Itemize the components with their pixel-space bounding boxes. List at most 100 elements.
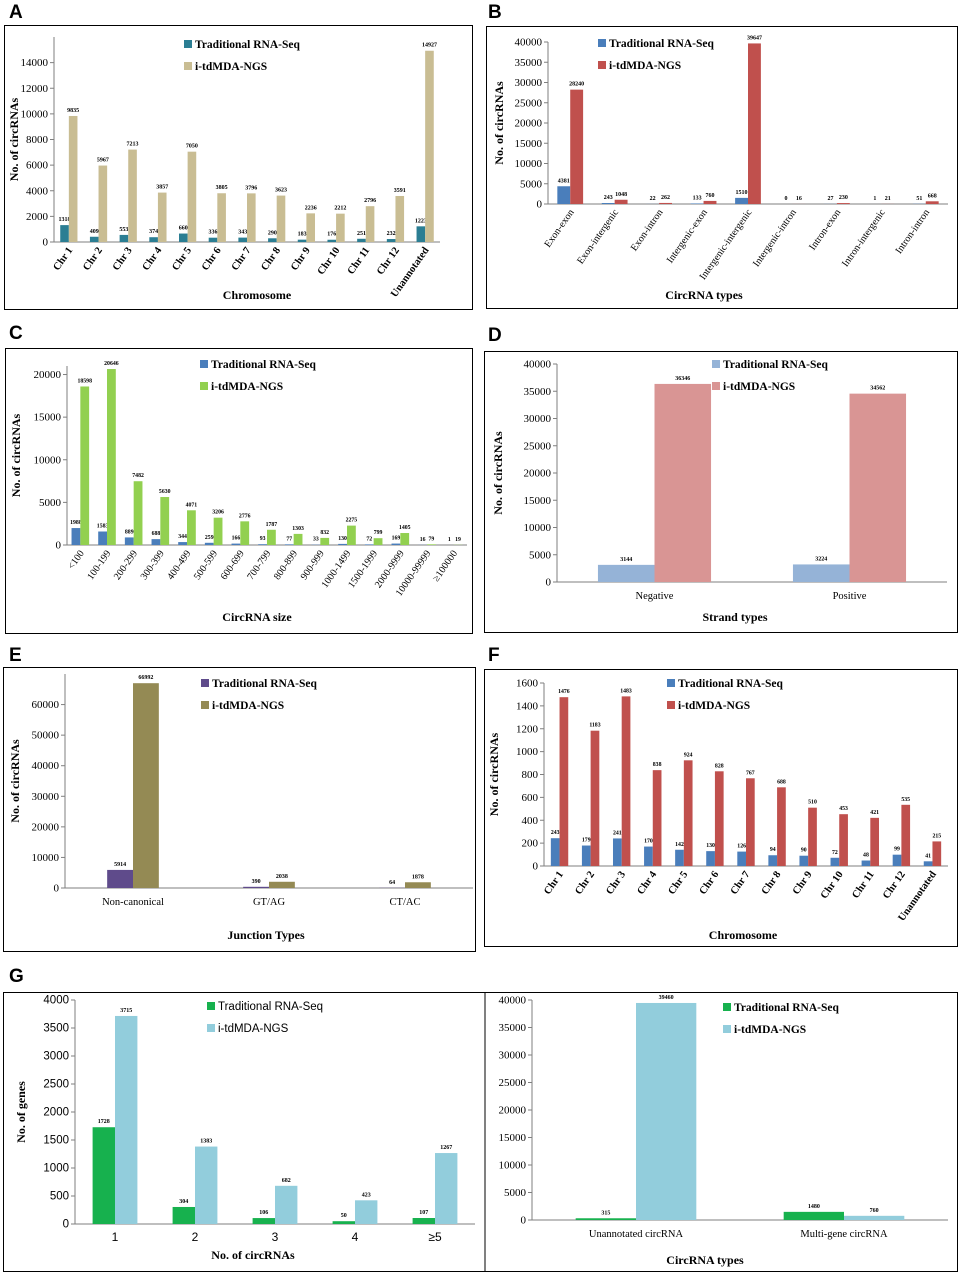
chart-c-bar-itd <box>373 538 383 545</box>
chart-e-data-label: 66992 <box>138 675 153 681</box>
chart-c-bar-itd <box>320 537 330 545</box>
chart-c-data-label: 79 <box>429 536 435 542</box>
chart-a-y-tick-label: 6000 <box>26 160 49 172</box>
chart-g1-data-label: 106 <box>259 1210 268 1216</box>
chart-f-data-label: 1476 <box>558 689 570 695</box>
chart-g1-x-tick-label: ≥5 <box>428 1230 442 1244</box>
chart-f-legend-label: i-tdMDA-NGS <box>678 700 750 712</box>
chart-e-bar-itd <box>405 882 431 888</box>
chart-g1-y-tick-label: 1500 <box>43 1135 69 1147</box>
chart-a-bar-trad <box>208 237 218 242</box>
chart-f-data-label: 510 <box>808 800 817 806</box>
chart-f-data-label: 453 <box>839 806 848 812</box>
chart-d-y-tick-label: 10000 <box>524 522 552 534</box>
chart-c-x-tick-label: <100 <box>66 548 87 571</box>
chart-a-bar-itd <box>276 195 286 242</box>
chart-e-y-tick-label: 40000 <box>32 760 60 772</box>
chart-a-y-tick-label: 0 <box>43 237 49 249</box>
chart-c-data-label: 832 <box>320 530 329 536</box>
chart-g1-bar-trad <box>172 1206 195 1224</box>
panel-f: 0 200 400 600 800 1000 1200 1400 1600 243 179 241 17… <box>484 669 958 947</box>
chart-f-y-tick-label: 0 <box>533 861 539 873</box>
chart-g1-y-tick-label: 2000 <box>43 1107 69 1119</box>
chart-b-data-label: 39647 <box>747 35 762 41</box>
chart-c-data-label: 72 <box>366 536 372 542</box>
chart-c-data-label: 688 <box>152 531 161 537</box>
chart-a-data-label: 14927 <box>422 43 437 49</box>
chart-g2-data-label: 1480 <box>808 1204 820 1210</box>
chart-c-y-tick-label: 20000 <box>34 369 62 381</box>
chart-f-data-label: 48 <box>863 853 869 859</box>
chart-e-x-tick-label: GT/AG <box>253 897 285 908</box>
chart-e-x-label: Junction Types <box>227 928 305 942</box>
chart-c-x-tick-label: ≥100000 <box>431 548 460 583</box>
chart-e-bar-itd <box>133 683 159 888</box>
chart-b-bar-trad <box>601 203 615 204</box>
chart-a-bar-itd <box>365 206 375 242</box>
chart-g1-bar-itd <box>435 1153 458 1224</box>
chart-f-x-tick-label: Chr 1 <box>542 869 566 896</box>
chart-b-data-label: 760 <box>706 193 715 199</box>
chart-c-y-tick-label: 10000 <box>34 454 62 466</box>
chart-a-data-label: 3805 <box>216 185 228 191</box>
chart-e: 0 10000 20000 30000 40000 50000 60000 5914 390 64… <box>3 667 476 952</box>
chart-f-data-label: 924 <box>684 752 693 758</box>
chart-a-x-tick-label: Chr 12 <box>375 245 402 277</box>
chart-d-bar-itd <box>654 383 712 582</box>
chart-b-x-tick-label: Exon-exon <box>542 207 576 249</box>
panel-label-d: D <box>488 325 502 346</box>
chart-c-data-label: 799 <box>374 530 383 536</box>
chart-b-data-label: 668 <box>928 193 937 199</box>
chart-a-x-tick-label: Chr 3 <box>111 245 135 272</box>
chart-c-bar-trad <box>364 544 374 545</box>
chart-a-data-label: 7213 <box>127 142 139 148</box>
chart-c-data-label: 169 <box>392 536 401 542</box>
chart-f-bar-itd <box>746 778 755 866</box>
chart-b-data-label: 1510 <box>736 190 748 196</box>
chart-a-y-tick-label: 2000 <box>26 211 49 223</box>
chart-a-legend-label: Traditional RNA-Seq <box>195 39 300 51</box>
chart-f-data-label: 767 <box>746 770 755 776</box>
chart-c-bar-trad <box>284 544 294 545</box>
chart-a-x-tick-label: Chr 6 <box>200 245 224 272</box>
chart-b-bar-itd <box>614 199 628 204</box>
chart-b-x-label: CircRNA types <box>665 288 743 302</box>
panel-label-b: B <box>488 2 502 23</box>
chart-c-bar-itd <box>160 497 170 545</box>
chart-f-bar-trad <box>644 846 653 866</box>
panel-b: 0 5000 10000 15000 20000 25000 30000 35000 40000… <box>486 26 958 309</box>
chart-d-y-tick-label: 20000 <box>524 468 552 480</box>
chart-g2-y-tick-label: 5000 <box>504 1187 527 1199</box>
chart-b-x-tick-label: Exon-intergenic <box>575 207 621 266</box>
chart-f-y-tick-label: 1400 <box>516 700 539 712</box>
chart-e-bar-trad <box>243 886 269 888</box>
chart-f-x-tick-label: Chr 8 <box>760 869 784 896</box>
chart-c-x-tick-label: 200-299 <box>112 548 140 582</box>
chart-f-data-label: 126 <box>737 844 746 850</box>
chart-b-data-label: 21 <box>885 196 891 202</box>
panel-g: 0 500 1000 1500 2000 2500 3000 3500 4000 1728 304 1… <box>3 992 958 1272</box>
chart-f-data-label: 94 <box>770 847 776 853</box>
chart-a-bar-trad <box>357 238 366 242</box>
chart-e-y-label: No. of circRNAs <box>8 739 22 823</box>
chart-d-x-tick-label: Positive <box>833 591 867 602</box>
panel-label-c: C <box>9 323 23 344</box>
chart-e-x-tick-label: Non-canonical <box>102 897 164 908</box>
chart-a-data-label: 1223 <box>415 218 427 224</box>
chart-a-data-label: 176 <box>327 232 336 238</box>
chart-d-legend-label: i-tdMDA-NGS <box>723 381 795 393</box>
chart-c-bar-trad <box>258 544 267 545</box>
chart-c-bar-itd <box>187 510 196 545</box>
chart-c-bar-itd <box>400 533 410 545</box>
chart-b-bar-trad <box>690 203 704 204</box>
chart-e-data-label: 390 <box>252 879 261 885</box>
chart-c-bar-itd <box>213 517 223 545</box>
chart-f-bar-itd <box>590 730 600 866</box>
chart-f-y-tick-label: 1600 <box>516 678 539 690</box>
chart-a-data-label: 9835 <box>67 108 79 114</box>
chart-d: 0 5000 10000 15000 20000 25000 30000 35000 40000… <box>484 351 958 633</box>
chart-c-data-label: 166 <box>232 536 241 542</box>
chart-a-data-label: 660 <box>179 226 188 232</box>
chart-g1-x-tick-label: 1 <box>112 1230 119 1244</box>
chart-b-data-label: 230 <box>839 195 848 201</box>
